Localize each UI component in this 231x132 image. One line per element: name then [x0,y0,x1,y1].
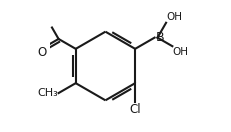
Text: OH: OH [166,12,182,22]
Text: Cl: Cl [129,103,140,116]
Text: CH₃: CH₃ [37,88,58,98]
Text: OH: OH [172,47,188,57]
Text: B: B [155,31,163,44]
Text: O: O [37,46,46,59]
